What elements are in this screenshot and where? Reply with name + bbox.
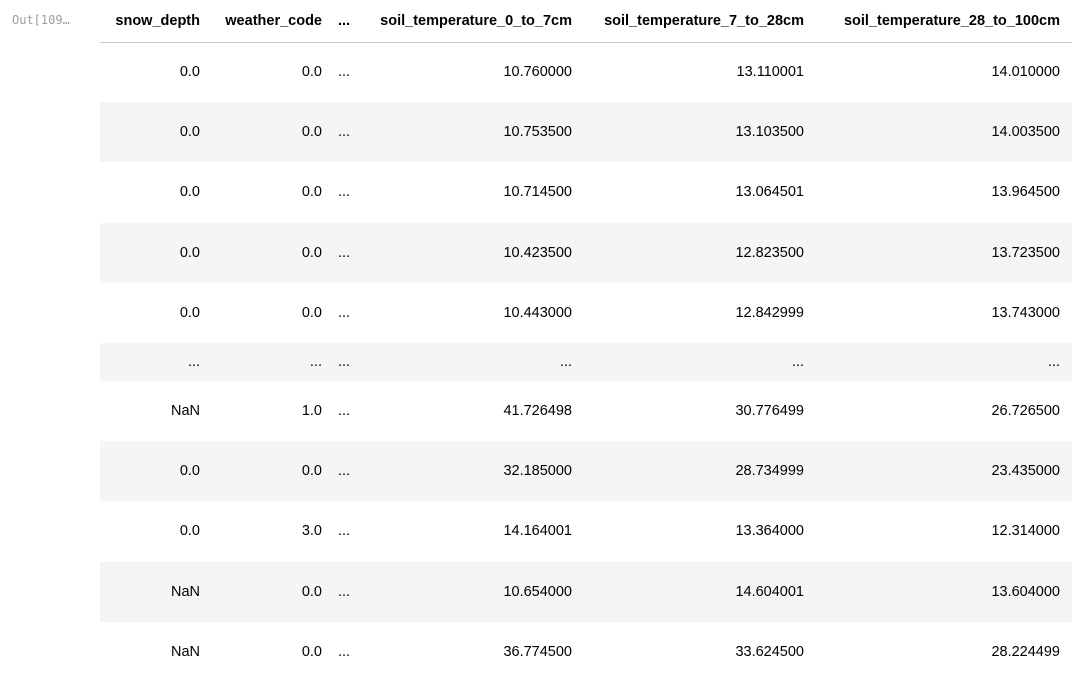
cell-weather-code: 0.0 (301, 304, 322, 321)
cell-snow-depth: 0.0 (179, 304, 200, 321)
cell-snow-depth: 0.0 (179, 64, 200, 81)
cell-weather-code: ... (212, 342, 334, 381)
cell-soil-temperature-0-to-7cm: 10.753500 (362, 102, 584, 163)
cell-soil-temperature-0-to-7cm: 41.726498 (503, 403, 572, 420)
table-row: NaN 1.0 ... 41.726498 30.776499 26.72650… (100, 381, 1072, 441)
table-header: snow_depth weather_code ... soil_tempera… (100, 0, 1072, 43)
cell-soil-temperature-7-to-28cm: 30.776499 (735, 403, 804, 420)
cell-ellipsis: ... (338, 643, 351, 660)
cell-snow-depth: 0.0 (179, 523, 200, 540)
table-row: 0.0 3.0 ... 14.164001 13.364000 12.31400… (100, 501, 1072, 561)
table-row: 0.0 0.0 ... 10.423500 12.823500 13.72350… (100, 222, 1072, 283)
table-row: 0.0 0.0 ... 10.753500 13.103500 14.00350… (100, 102, 1072, 163)
cell-soil-temperature-28-to-100cm: 13.604000 (816, 561, 1072, 622)
column-header-ellipsis: ... (334, 0, 362, 43)
cell-soil-temperature-28-to-100cm: 23.435000 (816, 441, 1072, 502)
table-row: NaN 0.0 ... 10.654000 14.604001 13.60400… (100, 561, 1072, 622)
column-header-weather-code: weather_code (212, 0, 334, 43)
cell-ellipsis: ... (334, 441, 362, 502)
dataframe-table: snow_depth weather_code ... soil_tempera… (100, 0, 1072, 682)
cell-soil-temperature-0-to-7cm: 36.774500 (503, 643, 572, 660)
dataframe-container: snow_depth weather_code ... soil_tempera… (100, 0, 1072, 682)
cell-weather-code: 0.0 (212, 222, 334, 283)
cell-soil-temperature-7-to-28cm: 28.734999 (584, 441, 816, 502)
cell-soil-temperature-0-to-7cm: 14.164001 (503, 523, 572, 540)
cell-soil-temperature-7-to-28cm: 13.064501 (735, 184, 804, 201)
cell-soil-temperature-7-to-28cm: 12.823500 (584, 222, 816, 283)
cell-weather-code: 0.0 (212, 561, 334, 622)
cell-soil-temperature-7-to-28cm: 14.604001 (584, 561, 816, 622)
cell-soil-temperature-0-to-7cm: 10.714500 (503, 184, 572, 201)
cell-ellipsis: ... (338, 184, 351, 201)
cell-ellipsis: ... (334, 102, 362, 163)
cell-soil-temperature-7-to-28cm: 33.624500 (735, 643, 804, 660)
table-row: 0.0 0.0 ... 10.760000 13.110001 14.01000… (100, 42, 1072, 102)
cell-soil-temperature-28-to-100cm: ... (816, 342, 1072, 381)
column-header-snow-depth: snow_depth (100, 0, 212, 43)
cell-soil-temperature-7-to-28cm: ... (584, 342, 816, 381)
cell-ellipsis: ... (338, 304, 351, 321)
cell-soil-temperature-28-to-100cm: 13.964500 (991, 184, 1060, 201)
cell-soil-temperature-28-to-100cm: 13.723500 (816, 222, 1072, 283)
cell-soil-temperature-0-to-7cm: 32.185000 (362, 441, 584, 502)
cell-ellipsis: ... (338, 64, 351, 81)
cell-snow-depth: 0.0 (100, 441, 212, 502)
output-prompt: Out[109… (12, 13, 70, 27)
cell-weather-code: 0.0 (212, 441, 334, 502)
cell-soil-temperature-28-to-100cm: 14.010000 (991, 64, 1060, 81)
table-row: NaN 0.0 ... 36.774500 33.624500 28.22449… (100, 622, 1072, 682)
cell-soil-temperature-0-to-7cm: 10.654000 (362, 561, 584, 622)
cell-weather-code: 0.0 (301, 184, 322, 201)
cell-weather-code: 0.0 (301, 64, 322, 81)
column-header-soil-temperature-7-to-28cm: soil_temperature_7_to_28cm (584, 0, 816, 43)
table-row: 0.0 0.0 ... 10.714500 13.064501 13.96450… (100, 162, 1072, 222)
cell-soil-temperature-28-to-100cm: 13.743000 (991, 304, 1060, 321)
column-header-soil-temperature-28-to-100cm: soil_temperature_28_to_100cm (816, 0, 1072, 43)
cell-snow-depth: NaN (170, 403, 200, 420)
cell-snow-depth: NaN (100, 561, 212, 622)
cell-soil-temperature-28-to-100cm: 12.314000 (991, 523, 1060, 540)
cell-snow-depth: ... (100, 342, 212, 381)
cell-snow-depth: 0.0 (179, 184, 200, 201)
cell-snow-depth: 0.0 (100, 102, 212, 163)
cell-weather-code: 0.0 (212, 102, 334, 163)
cell-soil-temperature-7-to-28cm: 13.364000 (735, 523, 804, 540)
column-header-soil-temperature-0-to-7cm: soil_temperature_0_to_7cm (362, 0, 584, 43)
cell-snow-depth: NaN (170, 643, 200, 660)
cell-soil-temperature-0-to-7cm: 10.423500 (362, 222, 584, 283)
cell-soil-temperature-28-to-100cm: 28.224499 (991, 643, 1060, 660)
cell-soil-temperature-0-to-7cm: ... (362, 342, 584, 381)
cell-soil-temperature-28-to-100cm: 14.003500 (816, 102, 1072, 163)
cell-ellipsis: ... (334, 561, 362, 622)
cell-soil-temperature-0-to-7cm: 10.443000 (503, 304, 572, 321)
cell-ellipsis: ... (334, 222, 362, 283)
table-row: 0.0 0.0 ... 10.443000 12.842999 13.74300… (100, 283, 1072, 343)
cell-ellipsis: ... (334, 342, 362, 381)
cell-snow-depth: 0.0 (100, 222, 212, 283)
cell-soil-temperature-7-to-28cm: 13.103500 (584, 102, 816, 163)
cell-ellipsis: ... (338, 523, 351, 540)
cell-soil-temperature-0-to-7cm: 10.760000 (503, 64, 572, 81)
table-body: 0.0 0.0 ... 10.760000 13.110001 14.01000… (100, 42, 1072, 682)
cell-weather-code: 1.0 (301, 403, 322, 420)
cell-soil-temperature-7-to-28cm: 13.110001 (736, 64, 804, 81)
header-row: snow_depth weather_code ... soil_tempera… (100, 0, 1072, 43)
table-row: 0.0 0.0 ... 32.185000 28.734999 23.43500… (100, 441, 1072, 502)
cell-weather-code: 3.0 (301, 523, 322, 540)
table-row-ellipsis: ... ... ... ... ... ... (100, 342, 1072, 381)
cell-soil-temperature-7-to-28cm: 12.842999 (735, 304, 804, 321)
cell-weather-code: 0.0 (301, 643, 322, 660)
cell-ellipsis: ... (338, 403, 351, 420)
cell-soil-temperature-28-to-100cm: 26.726500 (991, 403, 1060, 420)
